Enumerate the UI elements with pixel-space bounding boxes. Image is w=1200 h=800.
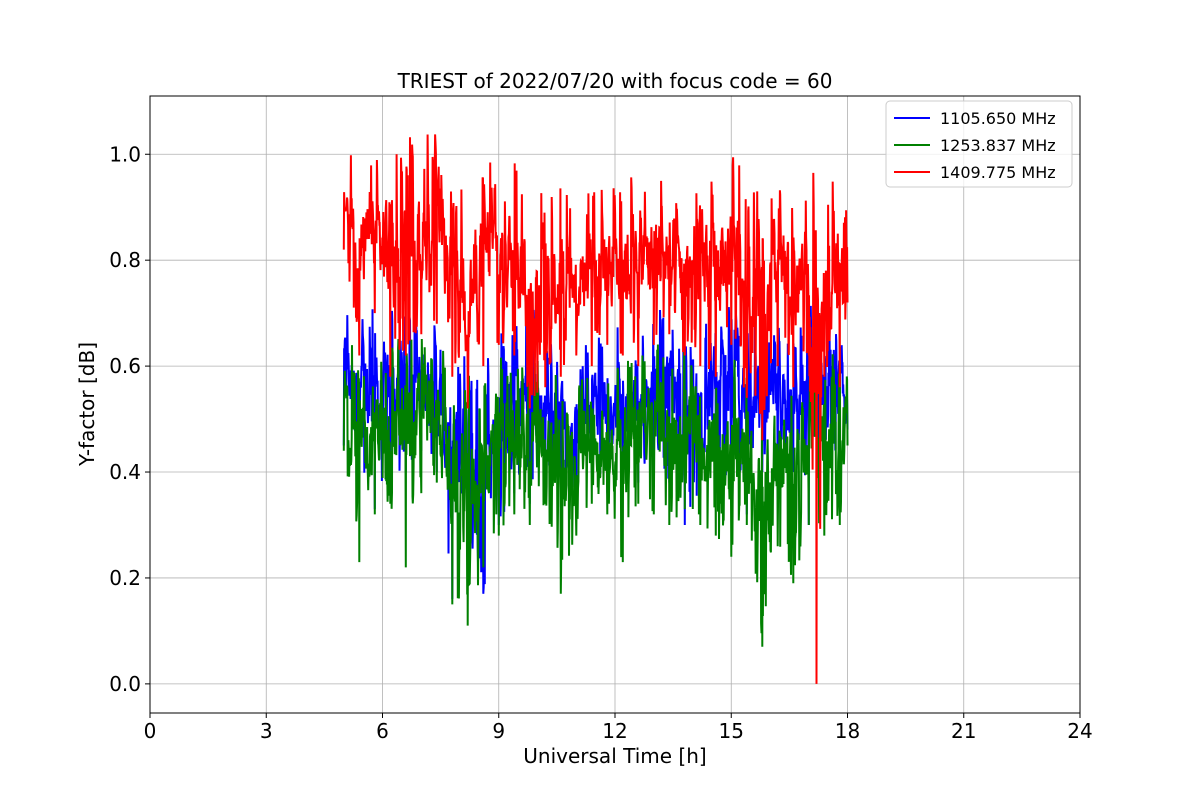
y-tick-label: 0.6 <box>109 354 141 378</box>
x-tick-label: 24 <box>1067 719 1092 743</box>
y-tick-label: 1.0 <box>109 142 141 166</box>
series-layer <box>342 134 849 684</box>
series-line-2 <box>342 134 849 684</box>
y-tick-label: 0.0 <box>109 672 141 696</box>
x-tick-label: 6 <box>376 719 389 743</box>
legend-label-1253: 1253.837 MHz <box>940 136 1056 155</box>
x-axis: 0 3 6 9 12 15 18 21 24 <box>144 713 1093 743</box>
y-tick-label: 0.4 <box>109 460 141 484</box>
x-tick-label: 9 <box>492 719 505 743</box>
y-axis: 0.0 0.2 0.4 0.6 0.8 1.0 <box>109 142 150 696</box>
legend: 1105.650 MHz 1253.837 MHz 1409.775 MHz <box>885 100 1073 188</box>
x-tick-label: 15 <box>719 719 744 743</box>
y-tick-label: 0.8 <box>109 248 141 272</box>
legend-box <box>885 100 1073 188</box>
x-tick-label: 12 <box>602 719 627 743</box>
y-axis-label: Y-factor [dB] <box>75 342 99 467</box>
x-tick-label: 3 <box>260 719 273 743</box>
series-line-1 <box>342 335 849 647</box>
chart-title: TRIEST of 2022/07/20 with focus code = 6… <box>397 69 833 93</box>
legend-label-1105: 1105.650 MHz <box>940 109 1056 128</box>
x-tick-label: 18 <box>835 719 860 743</box>
legend-label-1409: 1409.775 MHz <box>940 163 1056 182</box>
y-tick-label: 0.2 <box>109 566 141 590</box>
x-tick-label: 0 <box>144 719 157 743</box>
x-axis-label: Universal Time [h] <box>523 744 706 768</box>
x-tick-label: 21 <box>951 719 976 743</box>
